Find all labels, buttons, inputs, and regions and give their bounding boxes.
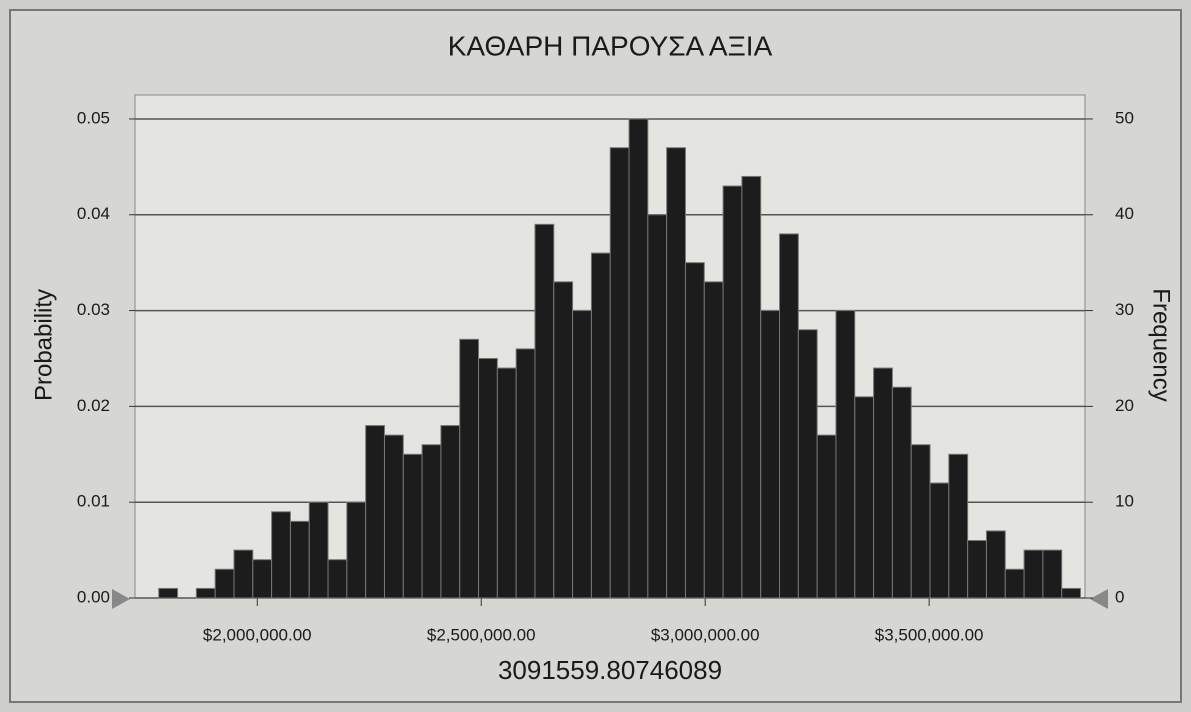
bar (985, 530, 1006, 599)
bar (590, 252, 611, 599)
y2-tick-label: 20 (1115, 396, 1134, 415)
bar (647, 214, 668, 599)
bar (835, 310, 856, 599)
x-tick-label: $2,000,000.00 (203, 625, 312, 644)
y2-tick-label: 50 (1115, 108, 1134, 127)
y-tick-label: 0.05 (77, 108, 110, 127)
bar (158, 587, 179, 599)
y2-axis-label: Frequency (1148, 288, 1175, 401)
bar (854, 396, 875, 599)
bar (703, 281, 724, 599)
bar (1061, 587, 1082, 599)
bar (252, 559, 273, 599)
bar (722, 185, 743, 599)
bar (891, 386, 912, 599)
y2-tick-label: 30 (1115, 300, 1134, 319)
bar (741, 175, 762, 599)
bar (233, 549, 254, 599)
bar (478, 357, 498, 599)
x-axis-label: 3091559.80746089 (498, 655, 722, 685)
y-tick-label: 0.04 (77, 204, 110, 223)
bar (496, 367, 517, 599)
y-tick-label: 0.03 (77, 300, 110, 319)
bar (402, 453, 423, 599)
bar (271, 511, 291, 599)
bar (760, 310, 781, 599)
bar (327, 559, 348, 599)
y2-tick-label: 10 (1115, 492, 1134, 511)
bar (534, 223, 555, 599)
bar (214, 568, 235, 599)
bar (929, 482, 950, 599)
bar (459, 338, 480, 599)
y-tick-label: 0.02 (77, 396, 110, 415)
bar (572, 310, 592, 599)
x-tick-label: $2,500,000.00 (427, 625, 536, 644)
y-tick-label: 0.00 (77, 587, 110, 606)
bar (289, 520, 310, 599)
bar (1042, 549, 1063, 599)
x-tick-label: $3,000,000.00 (651, 625, 760, 644)
bar (421, 444, 442, 599)
bar (383, 434, 404, 599)
y-axis-label: Probability (30, 289, 57, 401)
left-marker (112, 589, 130, 609)
bar (1004, 568, 1025, 599)
y-tick-label: 0.01 (77, 492, 110, 511)
x-tick-label: $3,500,000.00 (875, 625, 984, 644)
bar (948, 453, 969, 599)
bar (967, 540, 987, 599)
bar (440, 425, 461, 599)
bar (1023, 549, 1044, 599)
chart-title: ΚΑΘΑΡΗ ΠΑΡΟΥΣΑ ΑΞΙΑ (448, 30, 773, 61)
bar (779, 233, 799, 599)
bar (797, 329, 818, 599)
y2-tick-label: 0 (1115, 587, 1124, 606)
bar (365, 425, 385, 599)
bar (910, 444, 931, 599)
bar (684, 262, 705, 599)
bar (666, 147, 686, 599)
right-marker (1090, 589, 1108, 609)
bar (553, 281, 574, 599)
bar (628, 118, 649, 599)
bar (195, 587, 216, 599)
bar (346, 501, 367, 599)
bar (609, 147, 630, 599)
bar (308, 501, 329, 599)
y2-tick-label: 40 (1115, 204, 1134, 223)
bar (515, 348, 536, 599)
bar (873, 367, 893, 599)
bar (816, 434, 837, 599)
